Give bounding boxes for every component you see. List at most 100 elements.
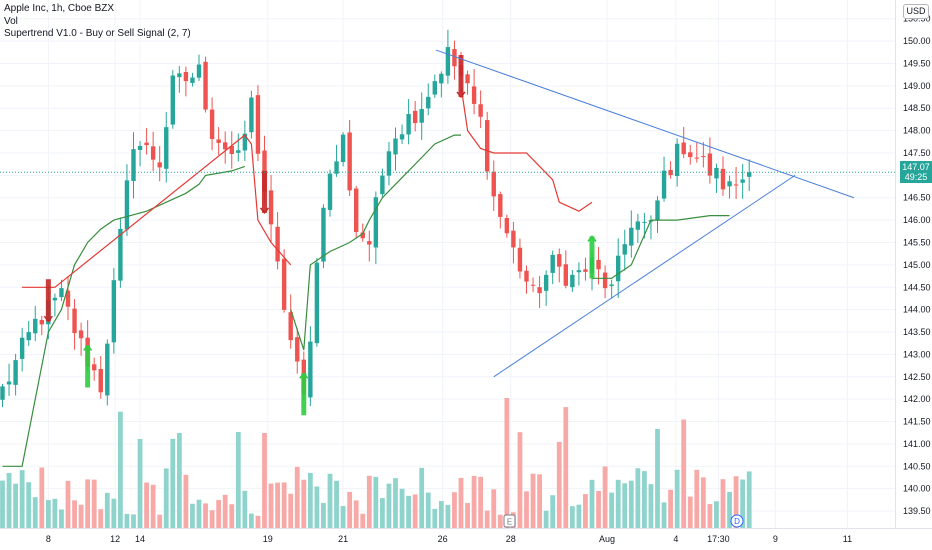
volume-bar [700,477,706,528]
candle-body [661,170,667,199]
volume-legend[interactable]: Vol [4,15,18,27]
candle-body [340,134,346,163]
volume-bar [746,471,752,528]
volume-bar [209,510,215,528]
sell-arrow-icon [43,315,53,323]
event-markers[interactable]: E D [503,514,744,528]
candle-body [314,262,320,344]
volume-bar [157,514,163,528]
signal-markers [43,54,597,416]
candle-body [288,312,293,341]
time-tick-label: 28 [506,534,516,544]
candle-body [504,217,510,234]
candle-body [426,96,431,109]
volume-bar [301,479,307,528]
trendlines[interactable] [435,49,855,378]
volume-bar [137,438,143,528]
volume-bar [0,480,5,528]
time-tick-label: 11 [843,534,852,544]
candle-body [491,171,496,197]
earnings-event-icon[interactable] [503,514,516,528]
candle-body [530,284,536,286]
volume-bar [183,474,189,528]
candle-body [360,232,365,239]
volume-bar [118,411,123,528]
candle-body [471,86,477,104]
volume-bar [124,513,130,528]
volume-bar [714,501,719,528]
candle-body [33,318,38,334]
buy-arrow-icon [587,235,597,242]
sell-signal-bar [458,54,464,97]
candle-body [393,138,398,155]
volume-bar [176,433,182,528]
candle-body [321,207,326,262]
candle-body [740,179,745,183]
volume-bar [321,502,326,528]
volume-bar [635,468,641,528]
candle-body [268,190,274,225]
volume-bar [674,469,680,528]
price-axis[interactable]: 139.50 140.00 140.50 141.00 141.50 142.00 142.… [903,14,931,516]
volume-bar [497,514,503,528]
volume-bar [229,504,235,528]
candle-body [543,274,549,291]
supertrend-up-line [290,134,461,351]
candle-body [452,49,457,67]
volume-bar [91,479,97,528]
candle-body [511,230,516,248]
candle-body [347,132,352,191]
price-tick-label: 142.00 [903,394,931,404]
time-tick-label: 8 [46,534,51,544]
price-tick-label: 145.00 [903,260,931,270]
volume-bar [524,491,529,528]
price-tick-label: 140.00 [903,484,931,494]
candle-body [19,337,25,359]
symbol-title[interactable]: Apple Inc, 1h, Cboe BZX [4,3,115,14]
candle-body [59,288,64,298]
price-tick-label: 148.50 [903,103,931,113]
time-axis[interactable]: 8 12 14 19 21 26 28 Aug 4 17:30 9 11 [46,534,852,544]
volume-bar [268,483,274,528]
candle-body [216,139,221,143]
volume-bar [465,503,470,528]
volume-bar [596,491,601,528]
volume-bar [412,494,418,528]
dividend-event-icon[interactable] [730,514,744,528]
candle-body [255,95,261,154]
price-tick-label: 147.50 [903,148,931,158]
candle-body [157,162,162,168]
volume-bar [458,477,464,528]
candle-body [688,152,693,158]
sell-signal-bar [262,170,267,213]
buy-signal-bar [85,345,91,388]
candle-body [203,61,208,110]
price-tick-label: 140.50 [903,461,931,471]
buy-arrow-icon [299,372,309,379]
candle-body [209,109,215,140]
candle-body [733,184,739,186]
candle-body [622,244,627,255]
volume-bar [144,482,149,528]
volume-bar [615,479,621,528]
volume-bar [98,509,104,528]
volume-bar [235,432,241,528]
candle-body [674,143,680,177]
candle-body [111,280,117,343]
price-tick-label: 146.00 [903,215,931,225]
indicator-legend[interactable]: Supertrend V1.0 - Buy or Sell Signal (2,… [4,28,191,39]
time-tick-label: 14 [135,534,145,544]
volume-bar [609,492,615,528]
grid [0,0,895,528]
candle-body [747,172,752,177]
time-tick-label: 21 [338,534,348,544]
volume-bar [360,513,366,528]
candle-body [177,73,182,78]
candle-body [655,200,660,221]
volume-bar [334,480,339,528]
candle-body [563,264,568,286]
currency-button[interactable]: USD [903,4,929,19]
volume-bar [353,500,359,528]
time-tick-label: 19 [263,534,273,544]
